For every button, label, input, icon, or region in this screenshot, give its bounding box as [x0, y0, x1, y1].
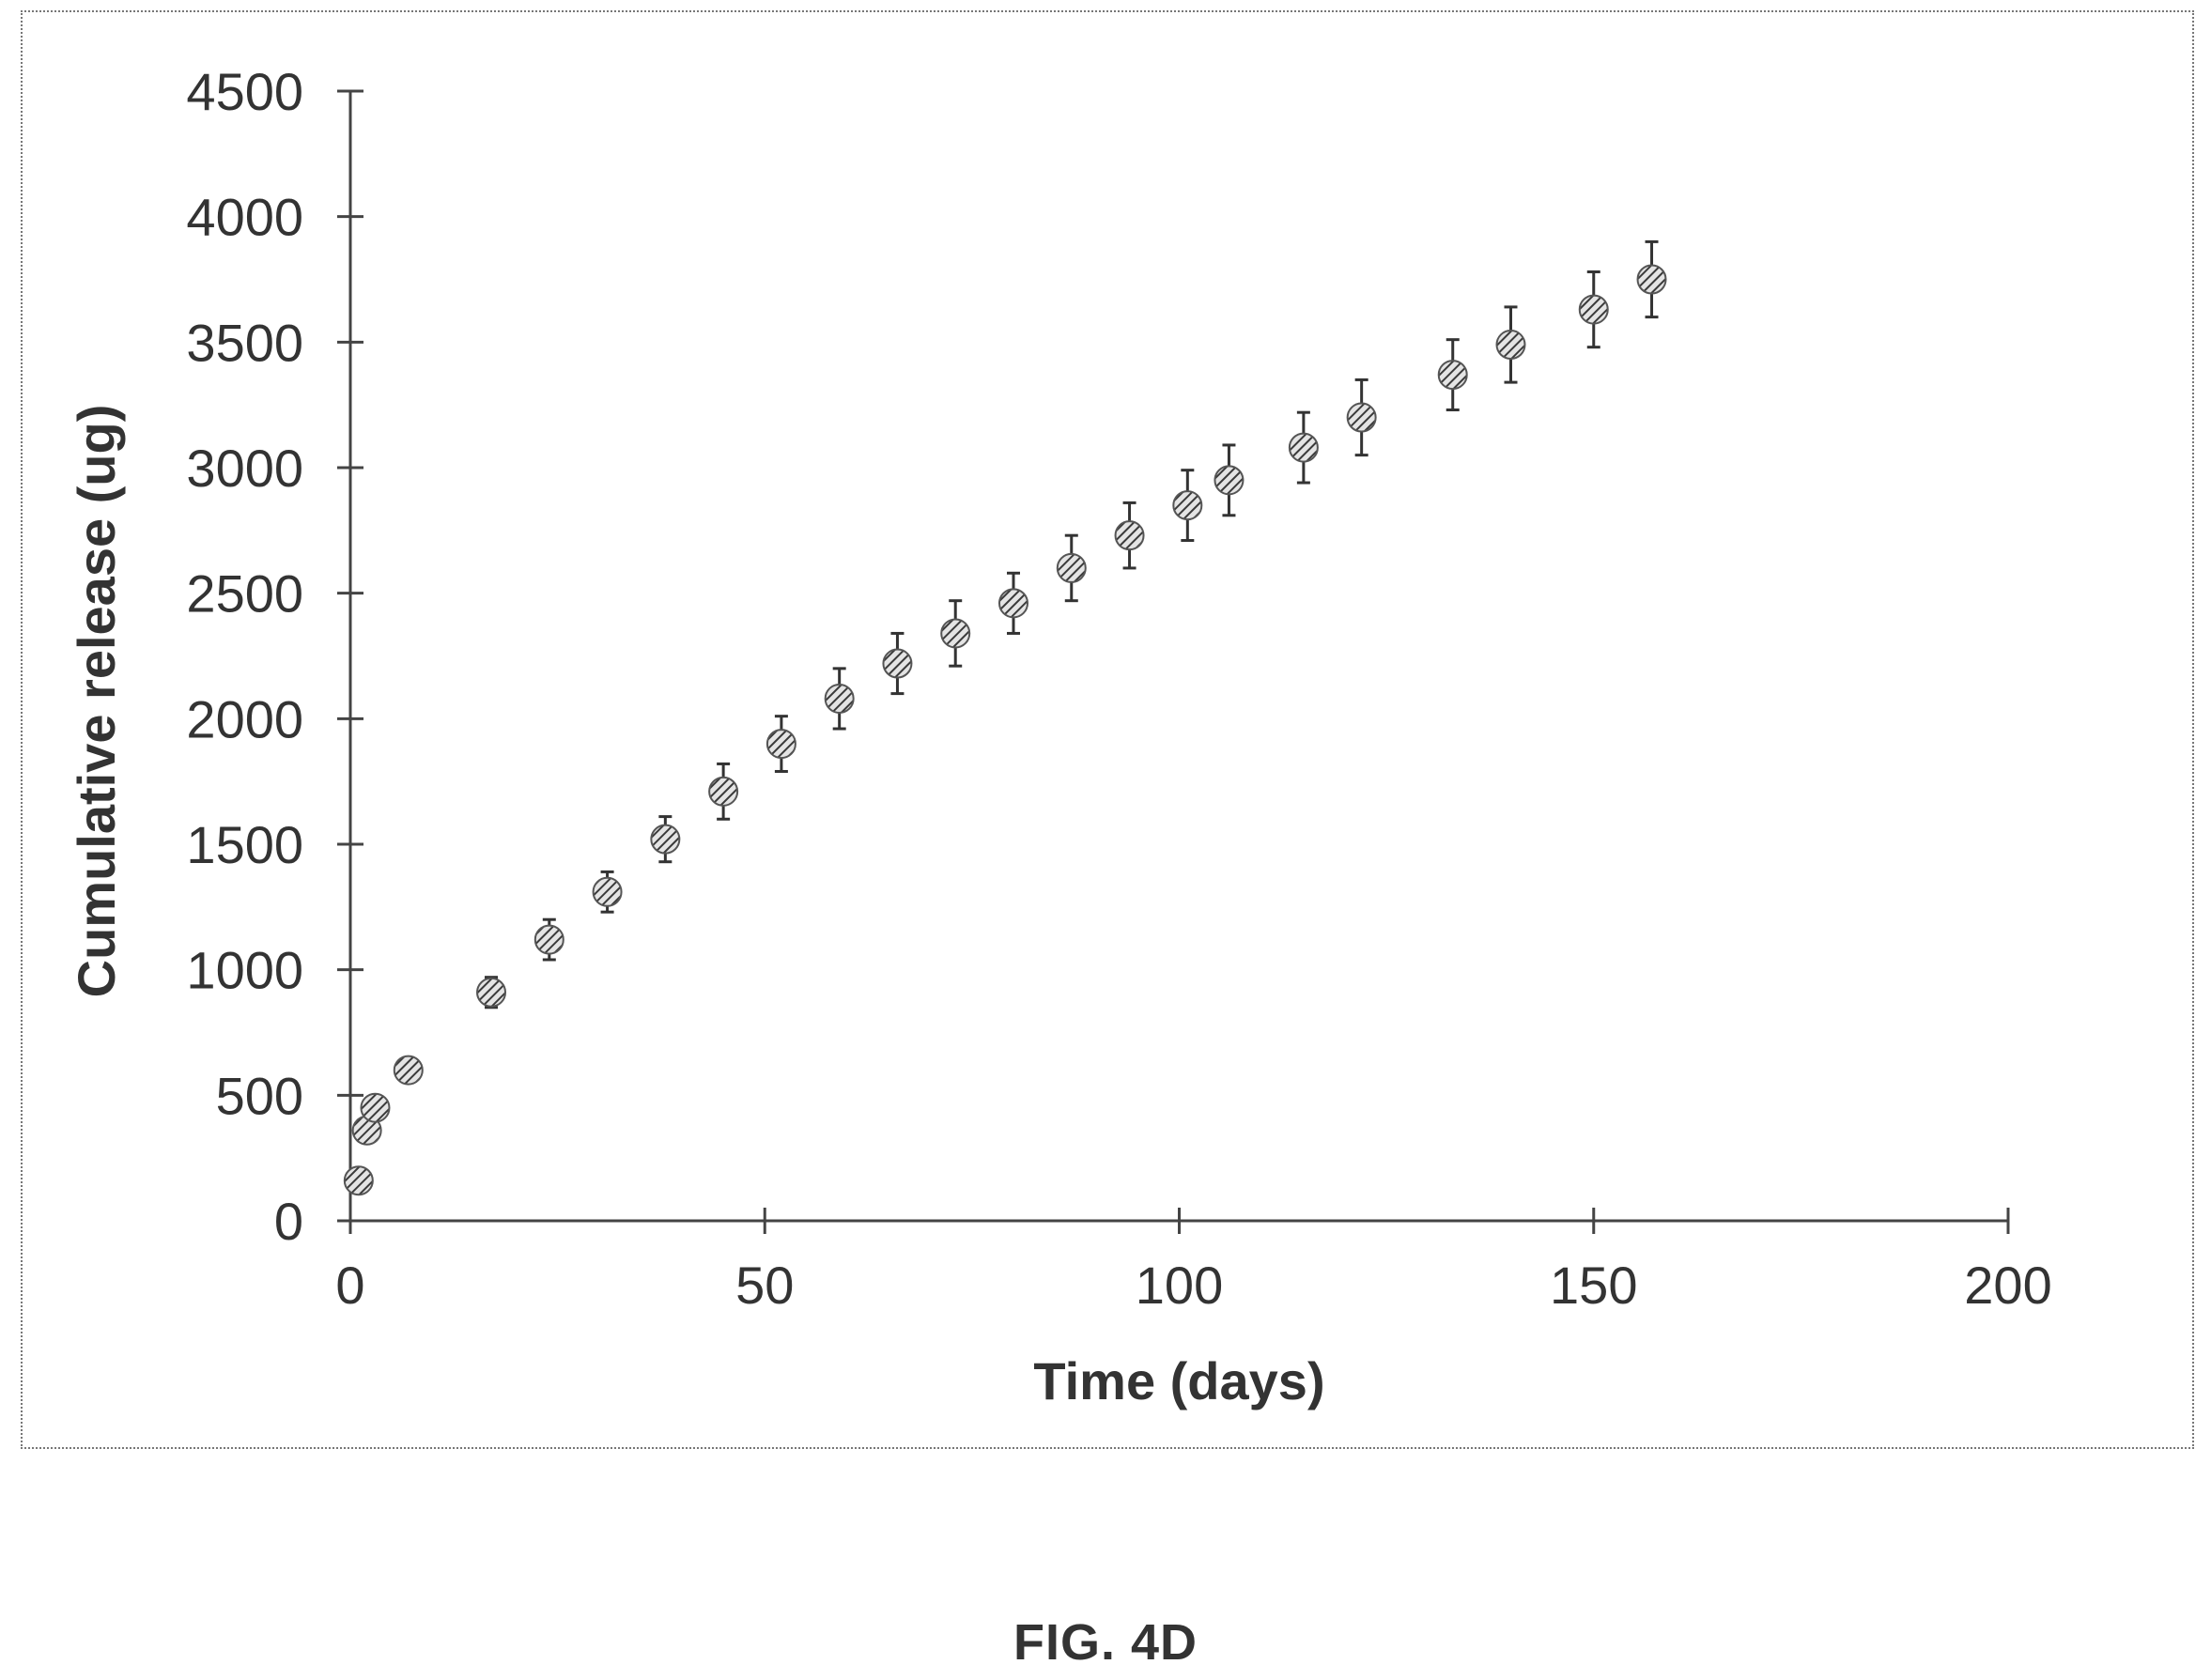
data-point [1578, 270, 1609, 349]
data-point [824, 667, 855, 731]
data-point [351, 1115, 382, 1146]
point-marker [940, 618, 971, 649]
point-marker [476, 977, 507, 1008]
y-axis-ticks: 0 500 1000 1500 2000 2500 3000 3500 4000 4500 [186, 62, 363, 1251]
y-tick-label: 1500 [186, 815, 303, 874]
x-tick-label: 150 [1550, 1256, 1637, 1315]
data-point [1346, 378, 1377, 457]
y-tick-label: 2500 [186, 564, 303, 624]
data-point [1172, 469, 1203, 543]
point-marker [765, 729, 796, 760]
data-point [882, 631, 913, 696]
point-marker [1172, 490, 1203, 521]
point-marker [1288, 432, 1319, 463]
data-points [343, 239, 1667, 1196]
point-marker [1346, 402, 1377, 433]
y-tick-label: 4500 [186, 62, 303, 121]
point-marker [1495, 330, 1526, 361]
data-point [1636, 239, 1667, 319]
point-marker [393, 1055, 424, 1086]
point-marker [1056, 552, 1087, 583]
point-marker [1437, 360, 1468, 391]
data-point [533, 917, 564, 962]
point-marker [592, 876, 623, 907]
y-tick-label: 2000 [186, 689, 303, 748]
y-axis-title: Cumulative release (ug) [67, 405, 126, 998]
data-point [708, 762, 739, 821]
y-tick-label: 0 [274, 1192, 303, 1251]
data-point [1495, 305, 1526, 384]
point-marker [533, 924, 564, 955]
point-marker [360, 1092, 391, 1123]
data-point [360, 1092, 391, 1123]
y-tick-label: 3500 [186, 313, 303, 372]
x-tick-label: 0 [335, 1256, 364, 1315]
data-point [1288, 410, 1319, 485]
point-marker [1214, 465, 1245, 496]
point-marker [1114, 520, 1145, 551]
data-point [476, 976, 507, 1010]
point-marker [1636, 264, 1667, 295]
point-marker [998, 588, 1028, 619]
figure-caption: FIG. 4D [1013, 1614, 1198, 1671]
data-point [1114, 501, 1145, 570]
x-tick-label: 200 [1964, 1256, 2051, 1315]
data-point [393, 1055, 424, 1086]
x-tick-label: 50 [735, 1256, 794, 1315]
x-axis-ticks: 0 50 100 150 200 [335, 1208, 2052, 1315]
point-marker [343, 1165, 374, 1196]
point-marker [882, 648, 913, 679]
data-point [343, 1165, 374, 1196]
data-point [998, 571, 1028, 635]
x-tick-label: 100 [1136, 1256, 1223, 1315]
x-axis-title: Time (days) [1033, 1351, 1324, 1410]
y-tick-label: 3000 [186, 439, 303, 498]
data-point [650, 815, 681, 864]
data-point [765, 715, 796, 773]
data-point [1437, 338, 1468, 412]
y-tick-label: 500 [216, 1066, 303, 1125]
y-tick-label: 4000 [186, 188, 303, 247]
data-point [1056, 533, 1087, 603]
data-point [1214, 443, 1245, 517]
data-point [592, 870, 623, 914]
point-marker [1578, 294, 1609, 325]
chart-frame [21, 10, 2194, 1449]
data-point [940, 599, 971, 668]
point-marker [824, 683, 855, 714]
point-marker [650, 824, 681, 855]
y-tick-label: 1000 [186, 941, 303, 1000]
point-marker [708, 776, 739, 807]
